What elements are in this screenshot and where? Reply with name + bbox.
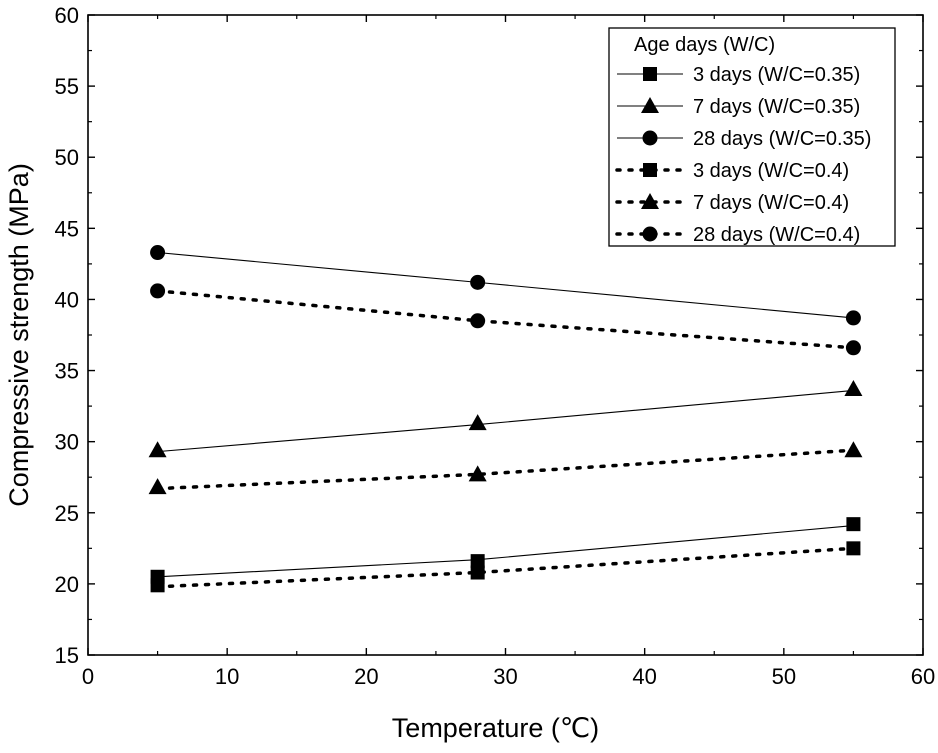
x-axis-title: Temperature (℃) [392,713,599,743]
series-line [157,389,854,453]
data-point [846,541,861,556]
y-tick-label: 50 [55,145,79,170]
data-point [150,283,166,299]
legend-item: 7 days (W/C=0.35) [617,96,860,118]
y-axis-title: Compressive strength (MPa) [4,163,34,507]
legend-label: 7 days (W/C=0.35) [693,96,860,118]
y-tick-label: 15 [55,643,79,668]
x-tick-label: 50 [772,664,796,689]
series-line [155,448,856,491]
y-tick-label: 20 [55,572,79,597]
data-point [148,478,167,495]
y-tick-label: 55 [55,74,79,99]
series-line [155,289,856,350]
legend: Age days (W/C) 3 days (W/C=0.35) 7 days (W… [608,27,896,247]
legend-item: 3 days (W/C=0.35) [617,64,860,86]
series-layer [148,245,863,593]
x-tick-label: 0 [82,664,94,689]
data-point [148,441,167,458]
legend-title: Age days (W/C) [634,34,775,56]
y-tick-label: 35 [55,359,79,384]
y-tick-label: 45 [55,216,79,241]
legend-item: 7 days (W/C=0.4) [615,192,849,214]
legend-marker [641,193,659,209]
data-point [844,380,863,397]
data-point [470,565,485,580]
y-tick-label: 30 [55,430,79,455]
y-tick-label: 40 [55,287,79,312]
legend-marker [641,97,659,113]
x-tick-label: 10 [215,664,239,689]
series-line [157,251,854,319]
x-tick-label: 40 [632,664,656,689]
legend-item: 3 days (W/C=0.4) [615,160,849,182]
data-point [470,554,485,569]
data-point [150,245,166,261]
data-point [844,441,863,458]
data-point [845,310,861,326]
x-tick-label: 30 [493,664,517,689]
legend-label: 3 days (W/C=0.4) [693,160,849,182]
legend-marker [642,130,658,146]
series-group [150,283,861,356]
legend-marker [642,226,658,242]
data-point [845,340,861,356]
y-tick-label: 60 [55,3,79,28]
series-line [155,546,856,589]
series-group [148,380,863,458]
series-group [150,245,861,326]
series-group [148,441,863,495]
legend-label: 28 days (W/C=0.35) [693,128,871,150]
legend-marker [643,67,657,81]
data-point [470,274,486,290]
series-group [150,541,861,593]
legend-marker [643,163,657,177]
legend-label: 3 days (W/C=0.35) [693,64,860,86]
data-point [150,578,165,593]
axes-layer: 0 10 20 30 40 50 60 15 20 25 30 35 40 45 50 55 60 Tempera… [4,3,935,743]
legend-item: 28 days (W/C=0.35) [617,128,871,150]
data-point [468,465,487,482]
x-tick-label: 20 [354,664,378,689]
data-point [470,313,486,329]
legend-label: 7 days (W/C=0.4) [693,192,849,214]
data-point [846,517,861,532]
data-point [468,414,487,431]
legend-label: 28 days (W/C=0.4) [693,224,860,246]
y-tick-label: 25 [55,501,79,526]
series-group [150,517,861,584]
x-tick-label: 60 [911,664,935,689]
legend-item: 28 days (W/C=0.4) [615,224,860,246]
